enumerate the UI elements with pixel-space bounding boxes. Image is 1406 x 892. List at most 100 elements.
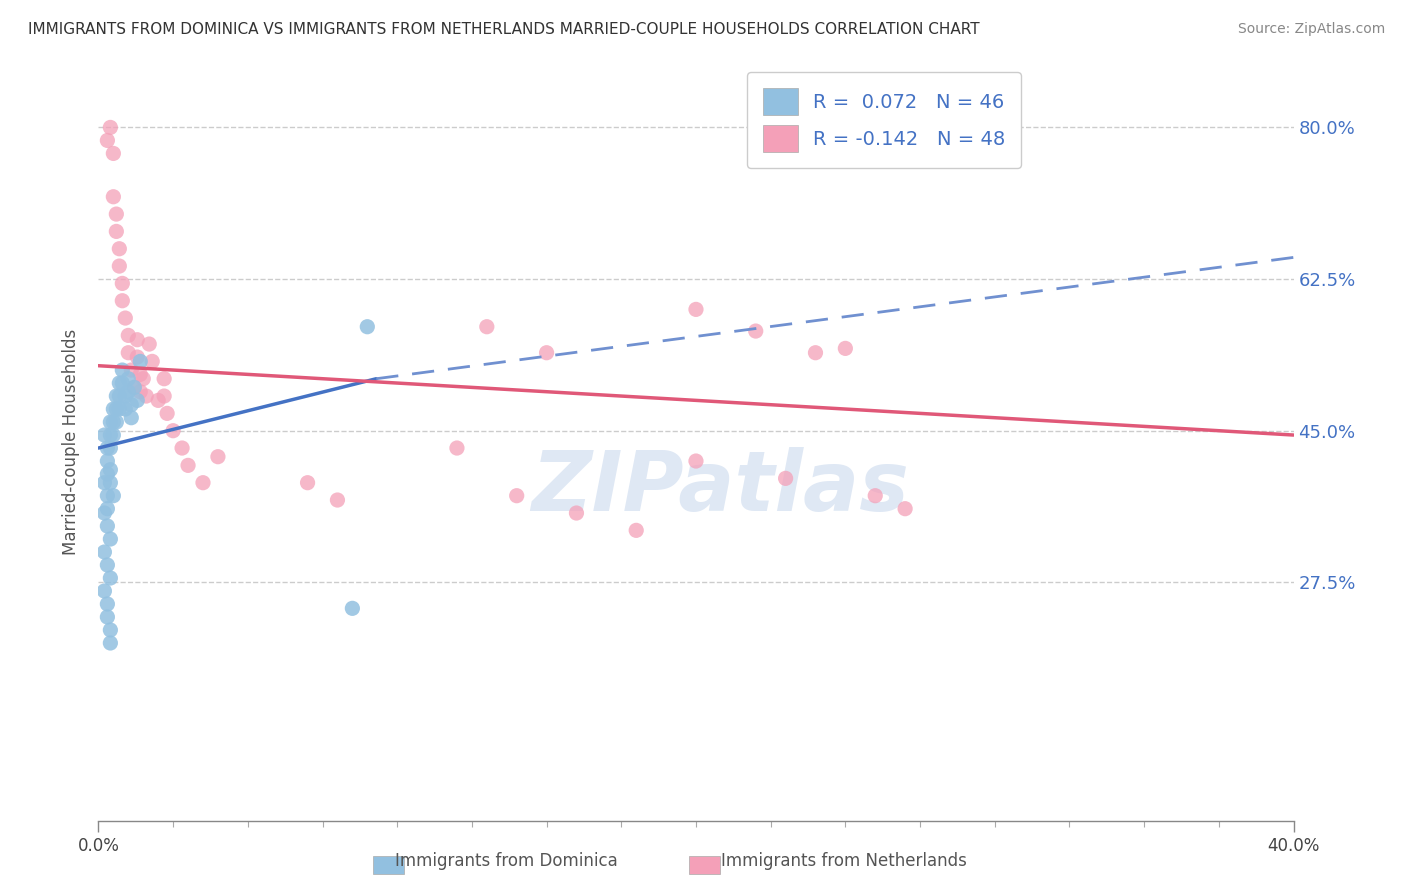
Point [506,489,529,503]
Point [153,372,176,386]
Point [108,376,131,390]
Point [124,380,146,394]
Text: Source: ZipAtlas.com: Source: ZipAtlas.com [1237,22,1385,37]
Point [446,441,468,455]
Point [804,345,827,359]
Point [117,384,139,399]
Point [356,319,378,334]
Point [172,441,194,455]
Point [297,475,319,490]
Point [96,597,118,611]
Point [96,454,118,468]
Point [98,636,122,650]
Point [96,441,118,455]
Point [775,471,797,485]
Point [103,428,125,442]
Point [114,389,136,403]
Point [96,610,118,624]
Point [98,463,122,477]
Point [105,224,128,238]
Point [127,393,149,408]
Point [120,363,142,377]
Point [96,501,118,516]
Point [105,415,128,429]
Point [108,389,131,403]
Point [98,415,122,429]
Point [98,532,122,546]
Point [865,489,887,503]
Point [105,207,128,221]
Point [96,558,118,572]
Point [156,406,179,420]
Point [129,368,152,382]
Point [93,475,115,490]
Point [153,389,176,403]
Text: ZIPatlas: ZIPatlas [531,447,908,527]
Point [111,277,134,291]
Point [129,384,152,399]
Point [127,333,149,347]
Point [117,328,139,343]
Point [93,428,115,442]
Point [111,363,134,377]
Point [93,584,115,599]
Point [111,293,134,308]
Point [117,372,139,386]
Point [114,311,136,326]
Point [105,402,128,417]
Point [117,345,139,359]
Point [103,402,125,417]
Point [685,302,707,317]
Point [103,146,125,161]
Point [135,389,157,403]
Point [108,402,131,417]
Point [120,398,142,412]
Point [96,519,118,533]
Point [120,410,142,425]
Point [177,458,200,473]
Point [475,319,498,334]
Point [141,354,163,368]
Point [326,493,349,508]
Point [834,342,856,356]
Point [96,133,118,147]
Point [103,489,125,503]
Point [98,571,122,585]
Point [98,623,122,637]
Legend: R =  0.072   N = 46, R = -0.142   N = 48: R = 0.072 N = 46, R = -0.142 N = 48 [747,72,1021,168]
Point [894,501,917,516]
Text: Immigrants from Dominica: Immigrants from Dominica [395,852,617,870]
Point [162,424,184,438]
Point [124,380,146,394]
Point [111,376,134,390]
Text: Immigrants from Netherlands: Immigrants from Netherlands [721,852,966,870]
Point [129,354,152,368]
Point [108,259,131,273]
Point [103,415,125,429]
Point [342,601,364,615]
Point [191,475,214,490]
Text: IMMIGRANTS FROM DOMINICA VS IMMIGRANTS FROM NETHERLANDS MARRIED-COUPLE HOUSEHOLD: IMMIGRANTS FROM DOMINICA VS IMMIGRANTS F… [28,22,980,37]
Point [132,372,155,386]
Point [105,389,128,403]
Point [127,350,149,364]
Point [626,524,648,538]
Point [207,450,229,464]
Point [138,337,160,351]
Point [148,393,170,408]
Point [536,345,558,359]
Point [98,120,122,135]
Point [96,489,118,503]
Point [745,324,768,338]
Point [114,402,136,417]
Point [108,242,131,256]
Point [685,454,707,468]
Point [103,190,125,204]
Point [96,467,118,481]
Y-axis label: Married-couple Households: Married-couple Households [62,328,80,555]
Point [98,428,122,442]
Point [565,506,588,520]
Point [98,475,122,490]
Point [98,441,122,455]
Point [93,506,115,520]
